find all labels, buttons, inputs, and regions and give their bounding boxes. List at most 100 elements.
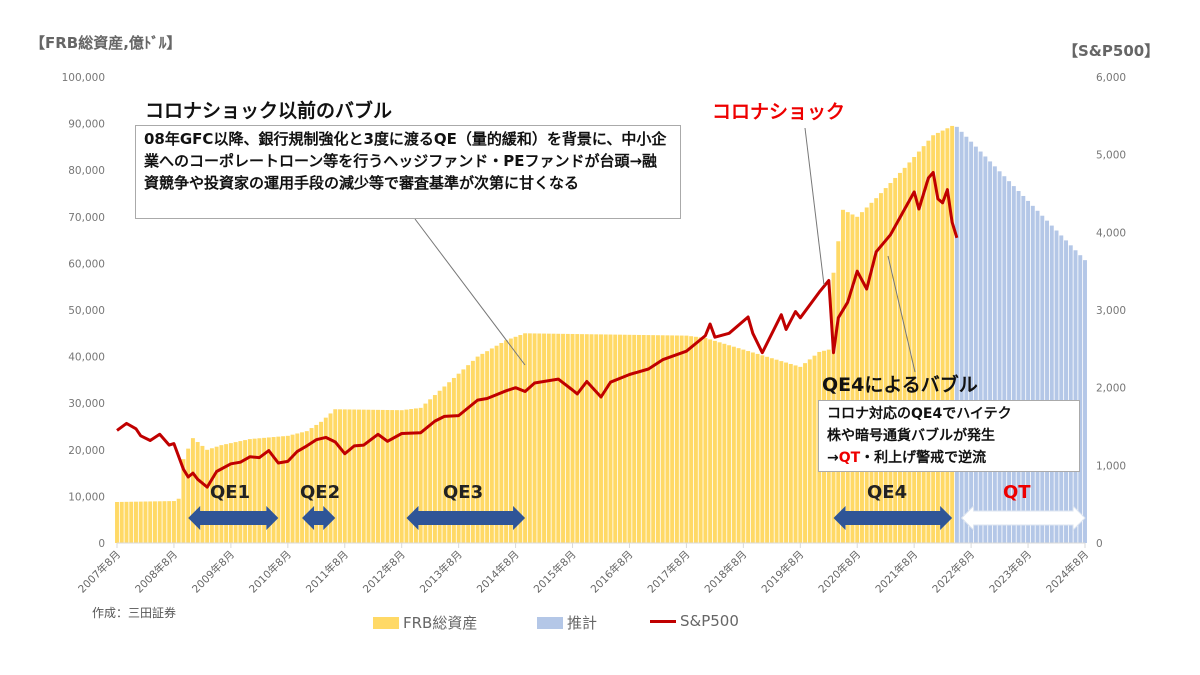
left-tick-label: 90,000 [68,119,105,131]
frb-bar [271,437,276,543]
frb-bar [262,437,267,543]
frb-bar [883,188,888,543]
frb-bar [760,355,765,543]
frb-bar [385,409,390,543]
qe1-period-arrow [188,506,279,530]
frb-bar [461,369,466,543]
estimate-bar [988,161,993,543]
frb-bar [456,373,461,543]
frb-bar [205,449,210,543]
frb-bar [551,333,556,543]
frb-bar [523,333,528,543]
estimate-bar [1007,181,1012,544]
frb-bar [537,333,542,543]
frb-bar [888,183,893,543]
frb-bar [366,409,371,543]
frb-bar [945,128,950,543]
frb-bar [655,335,660,543]
frb-bar [774,359,779,543]
x-tick-label: 2012年8月 [360,548,408,596]
x-tick-label: 2013年8月 [417,548,465,596]
frb-bar [489,348,494,543]
frb-bar [565,333,570,543]
frb-bar [731,346,736,543]
frb-bar [556,333,561,543]
frb-bar [641,335,646,543]
frb-bar [347,409,352,543]
frb-bar [874,198,879,543]
left-tick-label: 80,000 [68,165,105,177]
left-axis-label: 【FRB総資産,億ﾄﾞﾙ】 [30,34,182,52]
legend-label-frb: FRB総資産 [403,614,478,632]
frb-bar [632,334,637,543]
legend-label-estimate: 推計 [567,614,598,632]
frb-bar [674,335,679,543]
qe3-label: QE3 [443,482,484,503]
frb-bar [409,409,414,543]
frb-bar [238,441,243,543]
frb-bar [437,390,442,543]
frb-bar [115,501,119,543]
estimate-bar [1059,235,1064,543]
x-tick-label: 2011年8月 [303,548,351,596]
qe4-bubble-title: QE4によるバブル [822,374,978,396]
estimate-bar [983,156,988,543]
frb-bar [575,334,580,543]
frb-bar [394,410,399,543]
x-tick-label: 2010年8月 [246,548,294,596]
frb-bar [893,177,898,543]
left-tick-label: 10,000 [68,491,105,503]
legend-frb: FRB総資産 [373,612,477,633]
estimate-bar [1049,225,1054,543]
frb-bar [931,135,936,543]
left-tick-label: 50,000 [68,305,105,317]
right-tick-label: 1,000 [1096,460,1126,472]
frb-bar [897,172,902,543]
estimate-bar [1021,195,1026,543]
estimate-bar [1011,186,1016,544]
x-tick-label: 2018年8月 [702,548,750,596]
right-tick-label: 5,000 [1096,150,1126,162]
frb-bar [494,345,499,543]
right-tick-label: 0 [1096,538,1103,550]
frb-bar [352,409,357,543]
covid-shock-pointer [804,127,825,286]
frb-bar [679,335,684,543]
frb-bar [148,501,153,543]
frb-bar [404,409,409,543]
frb-bar [703,337,708,543]
legend-estimate: 推計 [537,612,597,633]
estimate-bar [1068,245,1073,543]
frb-bar [750,352,755,543]
estimate-bar [964,136,969,543]
frb-bar [342,409,347,543]
right-tick-label: 2,000 [1096,383,1126,395]
frb-bar [589,334,594,543]
frb-bar [855,216,860,544]
left-tick-label: 40,000 [68,352,105,364]
frb-bar [470,360,475,543]
frb-bar [176,498,181,543]
frb-bar [432,395,437,543]
frb-bar [793,365,798,543]
frb-bar [561,333,566,543]
frb-bar [328,413,333,543]
frb-bar [138,501,143,543]
frb-bar [916,151,921,543]
frb-bar [608,334,613,543]
frb-bar [214,446,219,543]
frb-bar [594,334,599,543]
frb-bar [119,501,124,543]
estimate-bar [997,171,1002,543]
qe4-line-3-qt: QT [838,450,861,466]
x-tick-label: 2021年8月 [873,548,921,596]
frb-bar [651,335,656,543]
frb-bar [247,439,252,543]
frb-bar [338,409,342,543]
frb-bar [693,336,698,543]
frb-bar [200,445,205,543]
qe2-period-arrow [302,506,336,530]
frb-bar [167,501,172,543]
